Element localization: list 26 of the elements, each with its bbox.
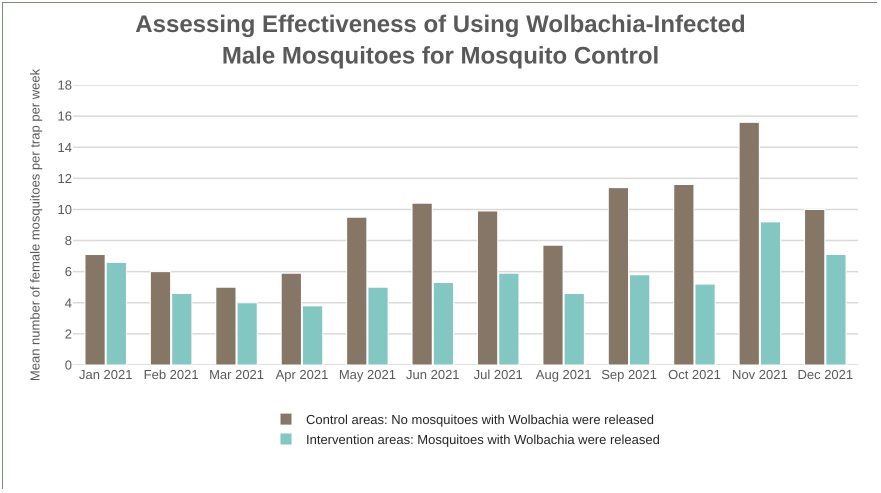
y-tick-label: 2 — [64, 326, 72, 342]
x-tick-label: Oct 2021 — [668, 367, 721, 382]
y-tick-label: 16 — [58, 108, 72, 124]
x-tick-label: Sep 2021 — [601, 367, 657, 382]
x-tick-label: Feb 2021 — [144, 367, 199, 382]
y-tick-label: 18 — [58, 78, 72, 93]
y-tick-label: 12 — [58, 170, 72, 186]
x-tick-label: Jul 2021 — [474, 367, 523, 382]
y-tick-label: 10 — [58, 202, 72, 217]
x-tick-label: Mar 2021 — [209, 367, 264, 382]
x-tick-label: Jun 2021 — [406, 367, 460, 382]
y-tick-label: 0 — [64, 358, 72, 373]
y-tick-label: 14 — [58, 140, 72, 155]
legend-label: Control areas: No mosquitoes with Wolbachia were released — [306, 412, 654, 428]
y-tick-label: 8 — [64, 233, 72, 248]
x-tick-label: Apr 2021 — [276, 367, 328, 382]
x-tick-label: May 2021 — [338, 367, 396, 382]
x-tick-label: Aug 2021 — [536, 367, 592, 382]
chart-title: Assessing Effectiveness of Using Wolbachia-Infected Male Mosquitoes for Mosquito Control — [135, 11, 746, 70]
y-tick-label: 4 — [64, 295, 72, 310]
x-tick-label: Dec 2021 — [797, 367, 854, 382]
x-tick-label: Nov 2021 — [732, 367, 788, 382]
y-axis-title: Mean number of female mosquitoes per trap per week — [27, 68, 42, 382]
y-tick-label: 6 — [64, 264, 72, 280]
x-tick-label: Jan 2021 — [78, 367, 132, 382]
legend-label: Intervention areas: Mosquitoes with Wolbachia were released — [306, 432, 660, 448]
